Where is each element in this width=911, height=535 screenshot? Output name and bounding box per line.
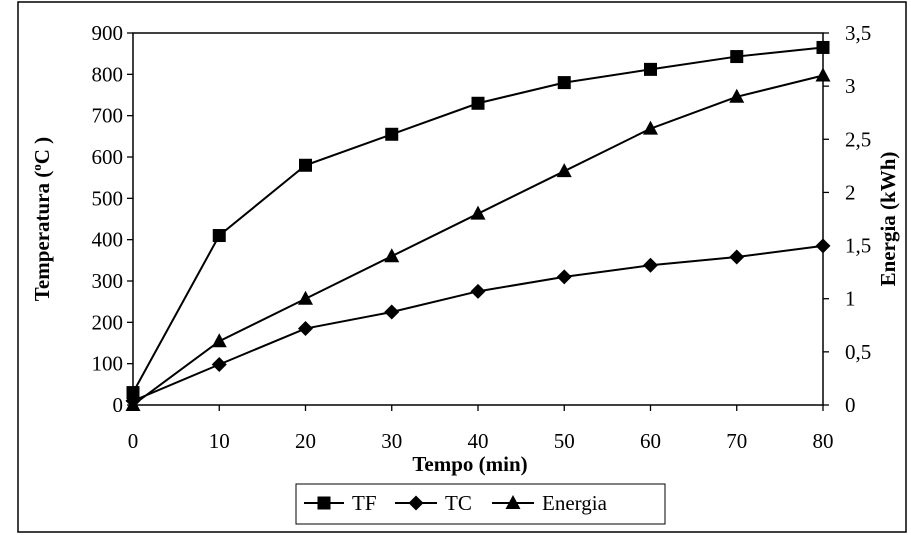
data-point-tf: [299, 158, 312, 172]
x-tick-label: 0: [128, 429, 139, 453]
y2-tick-label: 1: [845, 287, 856, 311]
data-point-tc: [211, 356, 227, 372]
data-point-tf: [557, 76, 571, 90]
y-tick-label: 200: [92, 310, 124, 334]
series-tc: [125, 238, 831, 409]
legend-label: TF: [352, 491, 377, 515]
y2-axis-ticks: 0 0,5 1 1,5 2 2,5 3 3,5: [823, 21, 871, 417]
x-tick-label: 50: [554, 429, 575, 453]
series-layer: [125, 40, 831, 411]
data-point-tf: [730, 50, 744, 64]
x-axis-ticks: 0 10 20 30 40 50 60 70 80: [128, 405, 834, 453]
data-point-energia: [556, 163, 572, 178]
x-tick-label: 40: [468, 429, 489, 453]
legend-item-tc: TC: [395, 491, 472, 515]
y2-tick-label: 3,5: [845, 21, 871, 45]
data-point-tc: [470, 283, 486, 299]
data-point-tf: [126, 386, 140, 400]
legend-marker-tf: [317, 496, 331, 510]
series-line-tc: [132, 244, 824, 402]
y2-tick-label: 3: [845, 74, 856, 98]
data-point-tf: [816, 40, 830, 54]
y-axis-title: Temperatura (oC ): [29, 137, 54, 301]
data-point-energia: [815, 67, 831, 82]
data-point-energia: [643, 120, 658, 135]
y2-tick-label: 1,5: [845, 234, 871, 258]
y2-tick-label: 0,5: [845, 340, 871, 364]
chart-frame: [17, 1, 907, 533]
degree-symbol: o: [29, 164, 44, 171]
data-point-tc: [643, 257, 658, 273]
data-point-tf: [471, 96, 485, 110]
data-point-tf: [212, 229, 226, 243]
data-point-tf: [385, 127, 399, 141]
series-line-energia: [132, 74, 824, 406]
y-axis-ticks: 0 100 200 300 400 500 600 700 800 900: [92, 21, 133, 417]
x-tick-label: 80: [813, 429, 834, 453]
series-energia: [125, 67, 831, 411]
legend-box: [295, 483, 666, 525]
y-tick-label: 0: [113, 393, 124, 417]
data-point-tc: [556, 269, 572, 285]
data-point-energia: [211, 333, 227, 348]
y-tick-label: 700: [92, 104, 124, 128]
x-tick-label: 10: [209, 429, 230, 453]
y-tick-label: 300: [92, 269, 124, 293]
y-tick-label: 800: [92, 62, 124, 86]
y-tick-label: 900: [92, 21, 124, 45]
legend-label: Energia: [542, 491, 608, 515]
legend: TF TC Energia: [295, 483, 666, 525]
data-point-energia: [384, 248, 400, 263]
data-point-energia: [729, 88, 745, 103]
x-tick-label: 70: [726, 429, 747, 453]
y-tick-label: 400: [92, 228, 124, 252]
data-point-tc: [729, 249, 745, 265]
y2-tick-label: 2: [845, 180, 856, 204]
data-point-tc: [298, 321, 313, 337]
legend-item-energia: Energia: [492, 491, 608, 515]
y2-tick-label: 2,5: [845, 127, 871, 151]
y2-axis-title: Energia (kWh): [876, 152, 900, 287]
data-point-tc: [815, 238, 831, 254]
series-tf: [126, 40, 830, 400]
legend-marker-energia: [505, 495, 521, 509]
y-tick-label: 100: [92, 352, 124, 376]
x-tick-label: 20: [295, 429, 316, 453]
data-point-energia: [125, 397, 141, 411]
x-tick-label: 30: [381, 429, 402, 453]
y-tick-label: 600: [92, 145, 124, 169]
data-point-tf: [644, 62, 657, 76]
y-tick-label: 500: [92, 186, 124, 210]
x-axis-title: Tempo (min): [412, 452, 527, 476]
legend-marker-tc: [408, 495, 424, 511]
legend-label: TC: [445, 491, 472, 515]
x-tick-label: 60: [640, 429, 661, 453]
legend-item-tf: TF: [304, 491, 377, 515]
data-point-energia: [298, 290, 313, 305]
data-point-energia: [470, 205, 486, 220]
data-point-tc: [384, 304, 400, 320]
y2-tick-label: 0: [845, 393, 856, 417]
